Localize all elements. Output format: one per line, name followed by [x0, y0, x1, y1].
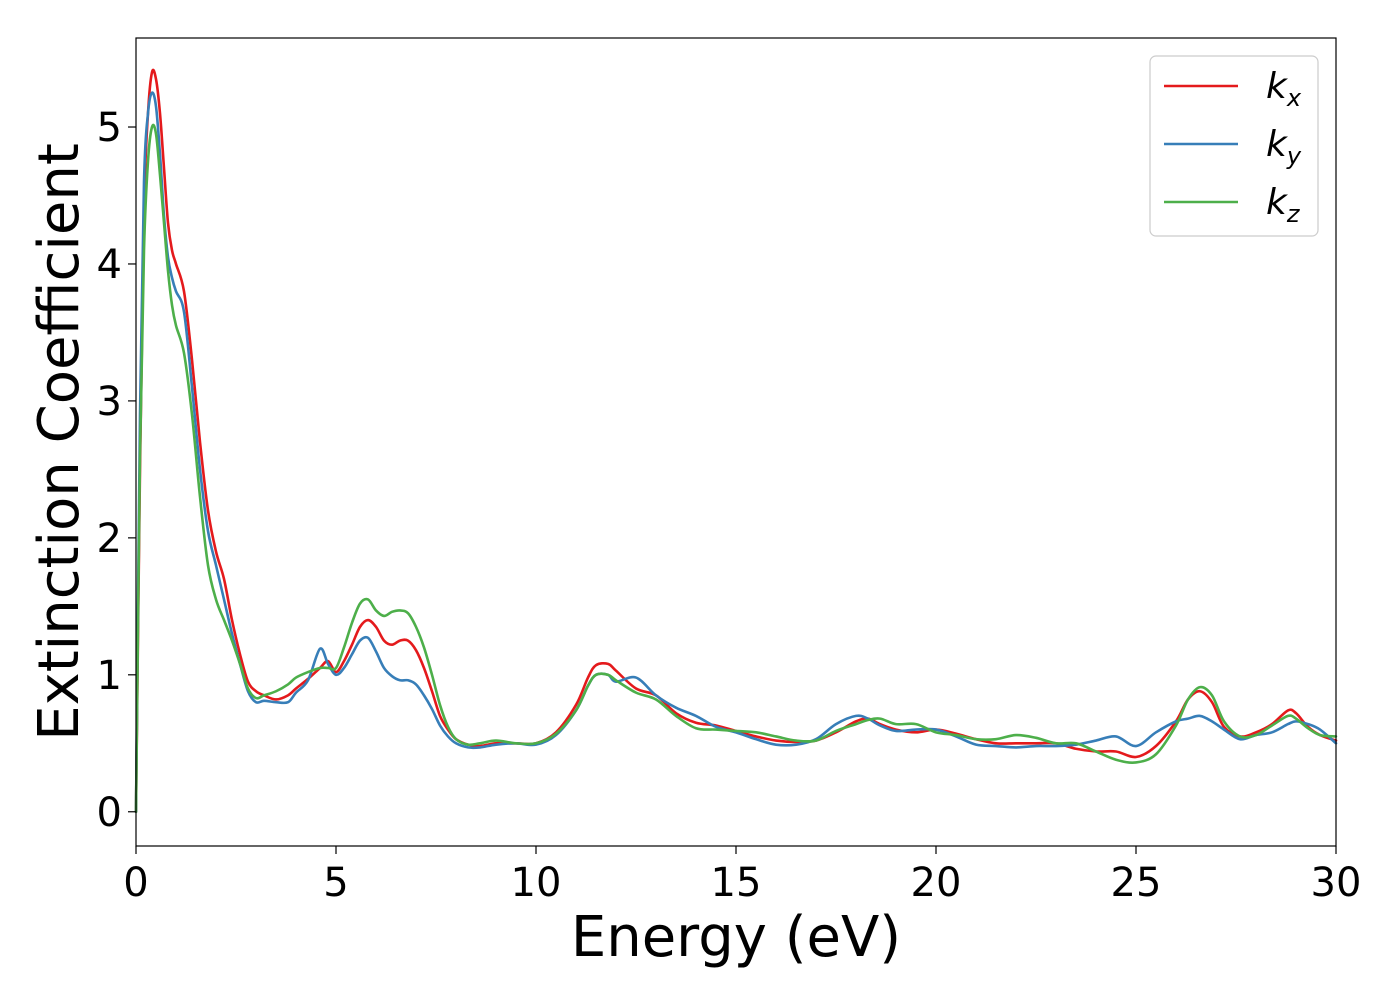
x-tick-label: 15 [711, 860, 762, 906]
y-tick-label: 3 [97, 379, 122, 425]
series-lines [134, 68, 1338, 814]
x-tick-label: 10 [511, 860, 562, 906]
series-line-ky [134, 91, 1338, 814]
x-tick-label: 5 [323, 860, 348, 906]
y-tick-label: 2 [97, 516, 122, 562]
y-axis-title: Extinction Coefficient [27, 143, 92, 741]
y-tick-label: 4 [97, 242, 122, 288]
x-axis-ticks: 0 5 10 15 20 25 30 [123, 846, 1361, 906]
y-tick-label: 5 [97, 105, 122, 151]
legend-label-ky: ky [1266, 124, 1302, 170]
y-tick-label: 0 [97, 790, 122, 836]
legend: kx ky kz [1149, 55, 1319, 237]
x-tick-label: 0 [123, 860, 148, 906]
x-axis-title: Energy (eV) [571, 905, 901, 970]
legend-box [1149, 55, 1319, 237]
x-tick-label: 25 [1111, 860, 1162, 906]
series-line-kz [134, 123, 1338, 814]
legend-label-kz: kz [1266, 182, 1301, 228]
legend-label-kx: kx [1266, 66, 1302, 112]
x-tick-label: 20 [911, 860, 962, 906]
y-tick-label: 1 [97, 653, 122, 699]
x-tick-label: 30 [1311, 860, 1362, 906]
y-axis-ticks: 0 1 2 3 4 5 [97, 105, 136, 836]
